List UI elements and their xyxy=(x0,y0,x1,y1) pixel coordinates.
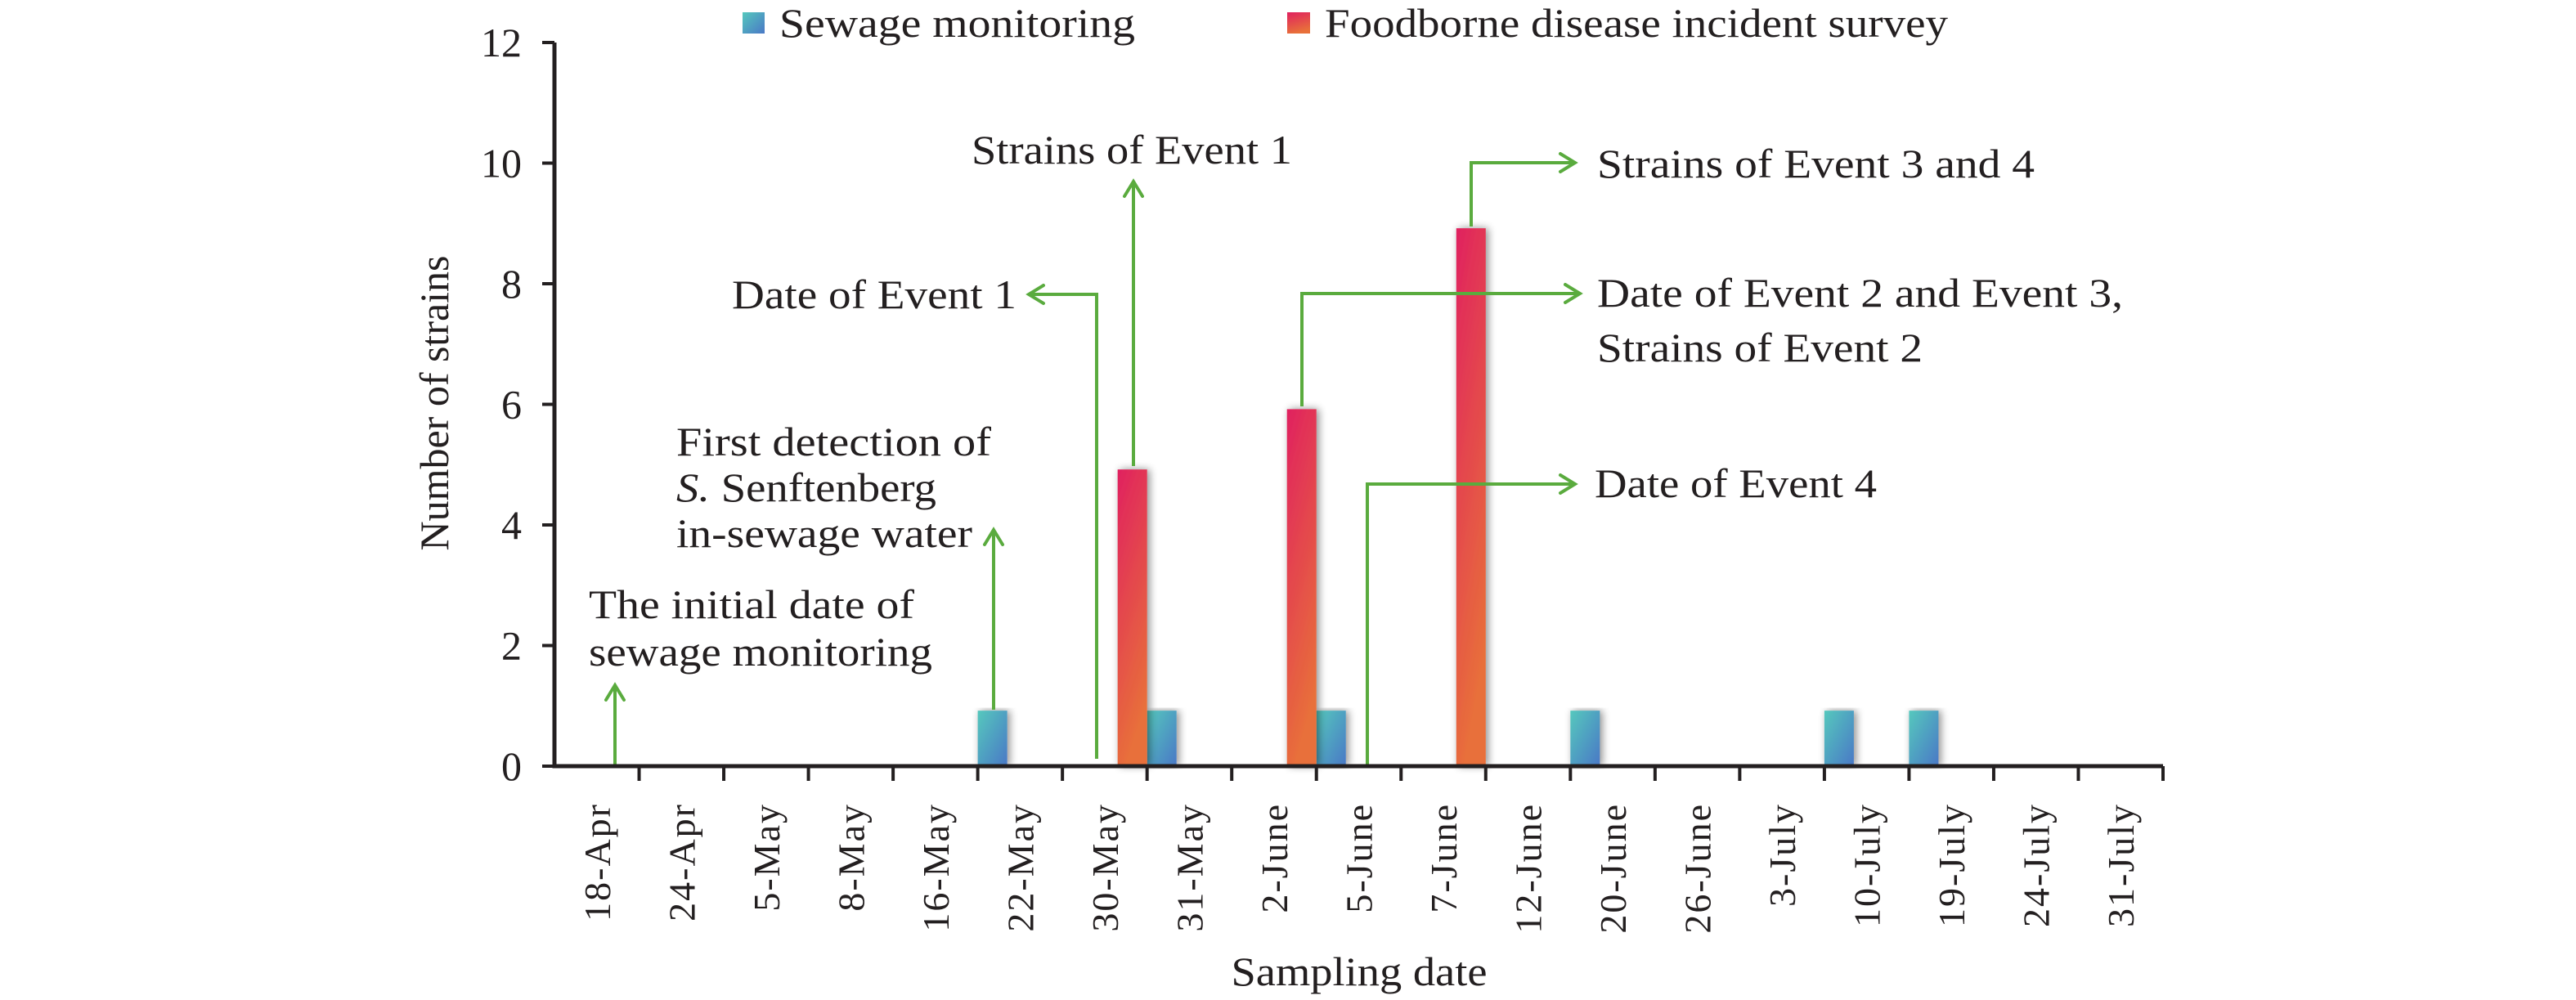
bar-sewage-10-July xyxy=(1824,711,1854,766)
arrow-head-strains-event-1 xyxy=(1123,178,1144,198)
annotation-date-event-1-line-1: Date of Event 1 xyxy=(732,271,1016,317)
y-tick-label-6: 6 xyxy=(501,382,522,428)
x-tick-label-10-July: 10-July xyxy=(1847,803,1888,927)
x-tick-label-3-July: 3-July xyxy=(1761,803,1803,907)
arrow-strains-event-3-4 xyxy=(1470,161,1575,226)
x-tick-label-20-June: 20-June xyxy=(1592,803,1634,934)
y-tick-label-10: 10 xyxy=(481,141,522,186)
annotation-initial-date-line-1: The initial date of xyxy=(589,581,914,627)
annotation-strains-event-3-4-line-1: Strains of Event 3 and 4 xyxy=(1597,141,2035,186)
annotation-date-event-2-3-line-2: Strains of Event 2 xyxy=(1597,325,1923,370)
x-axis-title: Sampling date xyxy=(1232,948,1488,994)
legend-swatch-sewage xyxy=(743,12,765,34)
bar-food-2-June xyxy=(1286,409,1317,766)
legend-item-food: Foodborne disease incident survey xyxy=(1287,0,1948,46)
bars xyxy=(977,228,1939,766)
legend-swatch-food xyxy=(1287,12,1310,34)
bar-sewage-22-May xyxy=(977,711,1008,766)
x-tick-label-18-Apr: 18-Apr xyxy=(577,803,618,922)
y-tick-label-2: 2 xyxy=(501,623,522,669)
y-tick-label-4: 4 xyxy=(501,502,522,548)
bar-sewage-19-July xyxy=(1909,711,1939,766)
x-tick-label-30-May: 30-May xyxy=(1084,803,1126,932)
x-tick-label-5-May: 5-May xyxy=(746,803,788,912)
y-tick-label-12: 12 xyxy=(481,20,522,65)
annotation-first-detection-line-3: in-sewage water xyxy=(676,510,972,556)
bar-sewage-31-May xyxy=(1147,711,1177,766)
arrow-head-date-event-1 xyxy=(1025,284,1045,305)
x-tick-label-19-July: 19-July xyxy=(1931,803,1972,927)
legend-label-food: Foodborne disease incident survey xyxy=(1325,0,1948,46)
bar-food-7-June xyxy=(1456,228,1486,766)
annotation-initial-date-line-2: sewage monitoring xyxy=(589,629,932,675)
bar-food-30-May xyxy=(1117,469,1147,766)
bar-sewage-20-June xyxy=(1570,711,1600,766)
y-axis-title: Number of strains xyxy=(411,255,457,550)
bar-sewage-5-June xyxy=(1316,711,1346,766)
annotation-first-detection-line-2: S. Senftenberg xyxy=(676,464,936,510)
x-tick-label-31-May: 31-May xyxy=(1169,803,1210,932)
annotation-strains-event-1-line-1: Strains of Event 1 xyxy=(972,127,1292,173)
arrow-head-date-event-4 xyxy=(1559,473,1578,495)
arrow-head-first-detection xyxy=(983,527,1004,546)
x-tick-label-5-June: 5-June xyxy=(1339,803,1380,913)
y-tick-label-8: 8 xyxy=(501,261,522,307)
x-tick-label-16-May: 16-May xyxy=(915,803,957,932)
x-tick-label-12-June: 12-June xyxy=(1508,803,1550,934)
arrow-date-event-1 xyxy=(1029,293,1098,759)
x-tick-label-22-May: 22-May xyxy=(999,803,1041,932)
arrow-head-date-event-2-3 xyxy=(1564,283,1583,304)
x-tick-label-2-June: 2-June xyxy=(1254,803,1295,913)
x-tick-label-24-Apr: 24-Apr xyxy=(661,803,702,922)
arrow-date-event-2-3 xyxy=(1300,292,1580,406)
x-tick-label-31-July: 31-July xyxy=(2100,803,2142,927)
x-tick-label-26-June: 26-June xyxy=(1677,803,1719,934)
arrow-head-strains-event-3-4 xyxy=(1559,152,1578,173)
annotation-date-event-2-3-line-1: Date of Event 2 and Event 3, xyxy=(1597,270,2123,316)
legend: Sewage monitoring Foodborne disease inci… xyxy=(743,0,1948,46)
x-tick-label-24-July: 24-July xyxy=(2016,803,2058,927)
arrow-date-event-4 xyxy=(1366,482,1575,765)
axes: 0 2 4 6 8 10 12 18-Apr 24-Apr 5-May 8-May 16-May 22-… xyxy=(481,20,2165,934)
legend-label-sewage: Sewage monitoring xyxy=(779,0,1135,46)
annotation-first-detection-line-1: First detection of xyxy=(676,419,991,464)
legend-item-sewage: Sewage monitoring xyxy=(743,0,1135,46)
arrow-head-initial-date xyxy=(604,682,626,702)
x-tick-label-7-June: 7-June xyxy=(1423,803,1465,913)
annotation-date-event-4-line-1: Date of Event 4 xyxy=(1595,460,1877,506)
y-tick-label-0: 0 xyxy=(501,743,522,789)
x-tick-label-8-May: 8-May xyxy=(830,803,872,912)
